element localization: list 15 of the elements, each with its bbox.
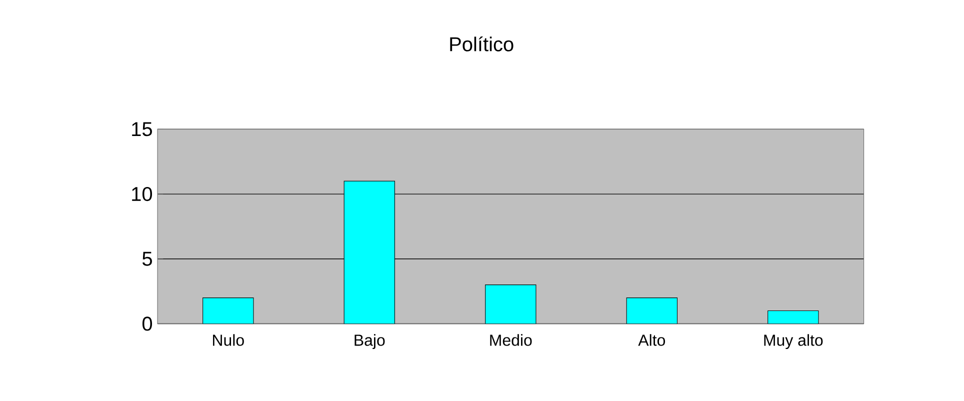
y-tick-label: 0 [142, 316, 152, 331]
bar [485, 284, 536, 324]
x-tick-label: Bajo [354, 334, 385, 349]
x-tick-label: Alto [638, 334, 666, 346]
y-tick-label: 5 [142, 252, 152, 266]
bar [344, 180, 395, 324]
y-tick-label: 15 [132, 122, 152, 136]
bar [626, 297, 678, 324]
y-tick-label: 10 [132, 186, 152, 201]
x-tick-label: Muy alto [764, 334, 823, 349]
x-tick-label: Medio [490, 334, 532, 346]
chart-title: Político [450, 36, 514, 52]
bar [202, 297, 254, 324]
x-tick-label: Nulo [213, 334, 244, 346]
bar [768, 310, 819, 324]
